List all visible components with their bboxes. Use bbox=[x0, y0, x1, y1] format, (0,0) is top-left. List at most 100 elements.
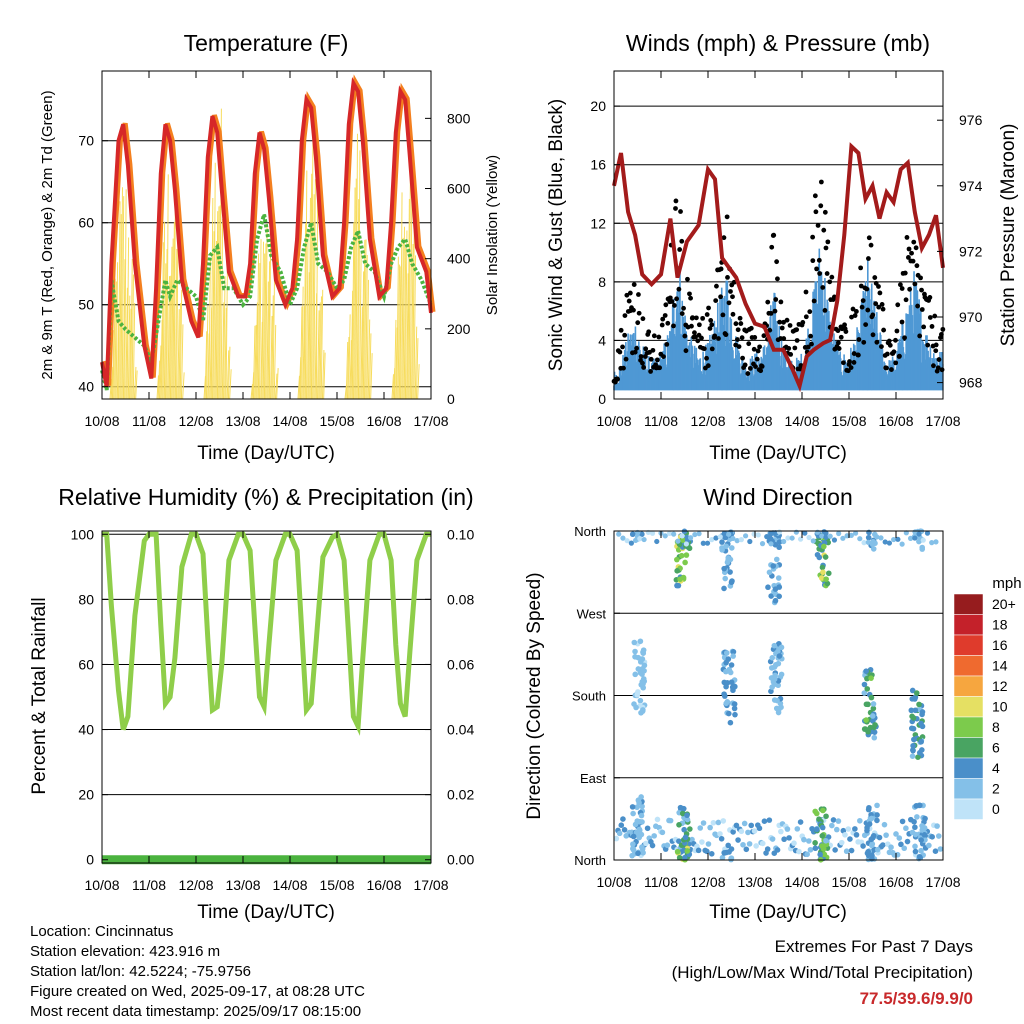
x-tick-label: 12/08 bbox=[690, 874, 725, 890]
gust-dot bbox=[874, 339, 880, 345]
legend-swatch bbox=[953, 737, 984, 759]
direction-dot bbox=[920, 537, 926, 543]
direction-dot bbox=[722, 575, 729, 582]
gust-dot bbox=[660, 316, 666, 322]
gust-dot bbox=[855, 352, 861, 358]
direction-dot bbox=[630, 847, 637, 853]
direction-dot bbox=[888, 844, 894, 851]
direction-dot bbox=[641, 536, 647, 543]
gust-dot bbox=[910, 258, 916, 264]
gust-dot bbox=[810, 258, 816, 264]
insolation-spike bbox=[407, 198, 410, 400]
insolation-spike bbox=[160, 319, 163, 400]
direction-dot bbox=[725, 710, 732, 717]
direction-dot bbox=[641, 667, 647, 674]
gust-dot bbox=[648, 356, 654, 362]
gust-dot bbox=[714, 283, 719, 289]
direction-dot bbox=[775, 575, 782, 581]
insolation-spike bbox=[179, 289, 183, 400]
direction-dot bbox=[797, 819, 804, 825]
gust-dot bbox=[915, 303, 921, 309]
direction-dot bbox=[682, 559, 688, 566]
gust-dot bbox=[784, 317, 790, 323]
direction-dot bbox=[816, 816, 822, 822]
direction-dot bbox=[864, 686, 871, 692]
x-tick-label: 16/08 bbox=[366, 413, 401, 429]
humidity-axis-ticks: 10/08 11/08 12/08 13/08 14/08 15/08 16/08 17/08… bbox=[71, 526, 475, 893]
legend-label: 0 bbox=[992, 801, 1000, 817]
direction-dot bbox=[723, 650, 730, 656]
y-tick-label-right: 976 bbox=[959, 112, 983, 128]
direction-dot bbox=[727, 669, 734, 676]
gust-dot bbox=[718, 266, 724, 272]
gust-dot bbox=[738, 321, 744, 326]
direction-dot bbox=[721, 691, 727, 697]
figure-created: Figure created on Wed, 2025-09-17, at 08… bbox=[30, 983, 365, 1000]
direction-dot bbox=[733, 822, 740, 829]
direction-dot bbox=[926, 842, 932, 849]
direction-dot bbox=[771, 642, 778, 649]
y-tick-label: 0 bbox=[86, 852, 94, 868]
gust-dot bbox=[904, 235, 910, 240]
gust-dot bbox=[699, 335, 704, 341]
insolation-spike bbox=[362, 239, 366, 400]
direction-dot bbox=[741, 820, 748, 827]
direction-dot bbox=[695, 847, 702, 854]
x-tick-label: 12/08 bbox=[178, 413, 213, 429]
gust-dot bbox=[746, 341, 752, 347]
gust-dot bbox=[811, 298, 817, 304]
temperature-right-axis-label: Solar Insolation (Yellow) bbox=[484, 155, 501, 315]
direction-dot bbox=[819, 832, 826, 839]
legend-swatch bbox=[953, 634, 984, 656]
gust-dot bbox=[677, 247, 683, 252]
insolation-spike bbox=[132, 302, 136, 400]
direction-dot bbox=[636, 834, 642, 841]
direction-dot bbox=[903, 825, 909, 832]
insolation-spike bbox=[345, 342, 349, 400]
direction-dot bbox=[833, 826, 840, 833]
gust-dot bbox=[902, 270, 908, 276]
gust-dot bbox=[758, 368, 764, 374]
direction-dot bbox=[708, 850, 715, 857]
gust-dot bbox=[726, 300, 732, 306]
direction-dot bbox=[713, 535, 719, 541]
direction-dot bbox=[699, 839, 705, 845]
insolation-spike bbox=[111, 330, 115, 400]
direction-dot bbox=[676, 838, 682, 844]
temperature-left-axis-label: 2m & 9m T (Red, Orange) & 2m Td (Green) bbox=[39, 90, 56, 379]
gust-dot bbox=[873, 301, 879, 307]
gust-dot bbox=[879, 344, 884, 349]
direction-dot bbox=[870, 546, 877, 552]
direction-dot bbox=[769, 654, 776, 661]
insolation-spike bbox=[215, 211, 219, 400]
insolation-spike bbox=[156, 375, 159, 400]
legend-label: 18 bbox=[992, 617, 1008, 633]
gust-dot bbox=[929, 324, 935, 329]
gust-dot bbox=[816, 257, 822, 263]
insolation-spike bbox=[411, 243, 414, 400]
gust-dot bbox=[931, 363, 936, 369]
direction-dot bbox=[868, 694, 875, 701]
direction-dot bbox=[726, 531, 732, 537]
extremes-title: Extremes For Past 7 Days bbox=[774, 937, 973, 956]
gust-dot bbox=[692, 330, 697, 336]
gust-dot bbox=[838, 334, 844, 340]
pressure-line bbox=[612, 142, 945, 393]
direction-dot bbox=[823, 837, 829, 844]
gust-dot bbox=[665, 320, 671, 326]
gust-dot bbox=[876, 304, 882, 310]
y-tick-label: 16 bbox=[590, 157, 606, 173]
direction-dot bbox=[727, 719, 734, 726]
direction-dot bbox=[637, 697, 644, 704]
gust-dot bbox=[769, 244, 775, 250]
direction-dot bbox=[919, 827, 926, 833]
direction-dot bbox=[853, 832, 860, 838]
direction-dot bbox=[870, 701, 877, 707]
gust-dot bbox=[751, 346, 757, 352]
gust-dot bbox=[805, 344, 811, 350]
gust-dot bbox=[818, 179, 824, 185]
direction-dot bbox=[933, 539, 939, 545]
gust-dot bbox=[851, 360, 857, 365]
direction-dot bbox=[781, 538, 787, 545]
direction-dot bbox=[721, 565, 727, 572]
